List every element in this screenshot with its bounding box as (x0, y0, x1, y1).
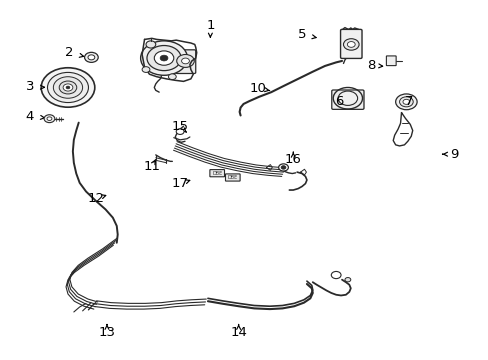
Text: 14: 14 (230, 326, 246, 339)
Circle shape (53, 77, 82, 98)
Circle shape (47, 72, 88, 103)
Text: 2: 2 (64, 46, 73, 59)
Circle shape (63, 84, 73, 91)
Text: 11: 11 (143, 160, 160, 173)
Circle shape (146, 41, 156, 48)
FancyBboxPatch shape (225, 174, 240, 181)
Text: 8: 8 (366, 59, 375, 72)
Text: 9: 9 (449, 148, 457, 161)
Text: 13: 13 (98, 326, 115, 339)
FancyBboxPatch shape (331, 90, 363, 109)
Text: 16: 16 (284, 153, 301, 166)
Circle shape (343, 39, 358, 50)
Text: 17: 17 (171, 177, 188, 190)
Circle shape (395, 94, 416, 110)
Text: 7: 7 (404, 95, 413, 108)
Circle shape (402, 99, 409, 104)
Circle shape (281, 166, 285, 169)
Text: 3: 3 (26, 80, 34, 93)
Circle shape (176, 129, 183, 134)
Circle shape (337, 91, 357, 105)
Text: 6: 6 (335, 95, 343, 108)
Circle shape (344, 278, 350, 282)
Circle shape (88, 55, 95, 60)
Circle shape (181, 58, 189, 64)
FancyBboxPatch shape (340, 30, 361, 58)
Text: 10: 10 (249, 82, 266, 95)
Text: 15: 15 (171, 121, 188, 134)
Text: DBE: DBE (212, 171, 222, 176)
Circle shape (346, 41, 354, 47)
Circle shape (59, 81, 77, 94)
Circle shape (278, 164, 288, 171)
Circle shape (399, 97, 412, 107)
Circle shape (168, 74, 176, 80)
Circle shape (47, 117, 52, 121)
FancyBboxPatch shape (386, 56, 395, 66)
Circle shape (41, 68, 95, 107)
Circle shape (176, 54, 194, 67)
Text: 1: 1 (206, 19, 214, 32)
Circle shape (330, 271, 340, 279)
Text: 12: 12 (87, 192, 104, 205)
Circle shape (142, 67, 150, 72)
Text: DBE: DBE (227, 175, 238, 180)
FancyBboxPatch shape (175, 50, 195, 73)
FancyBboxPatch shape (209, 170, 224, 177)
Circle shape (141, 41, 187, 75)
Circle shape (66, 86, 70, 89)
Text: 4: 4 (26, 110, 34, 123)
Circle shape (147, 45, 181, 71)
Text: 5: 5 (297, 28, 305, 41)
Circle shape (44, 115, 55, 123)
Circle shape (84, 52, 98, 62)
Circle shape (160, 55, 167, 61)
Circle shape (154, 51, 173, 65)
